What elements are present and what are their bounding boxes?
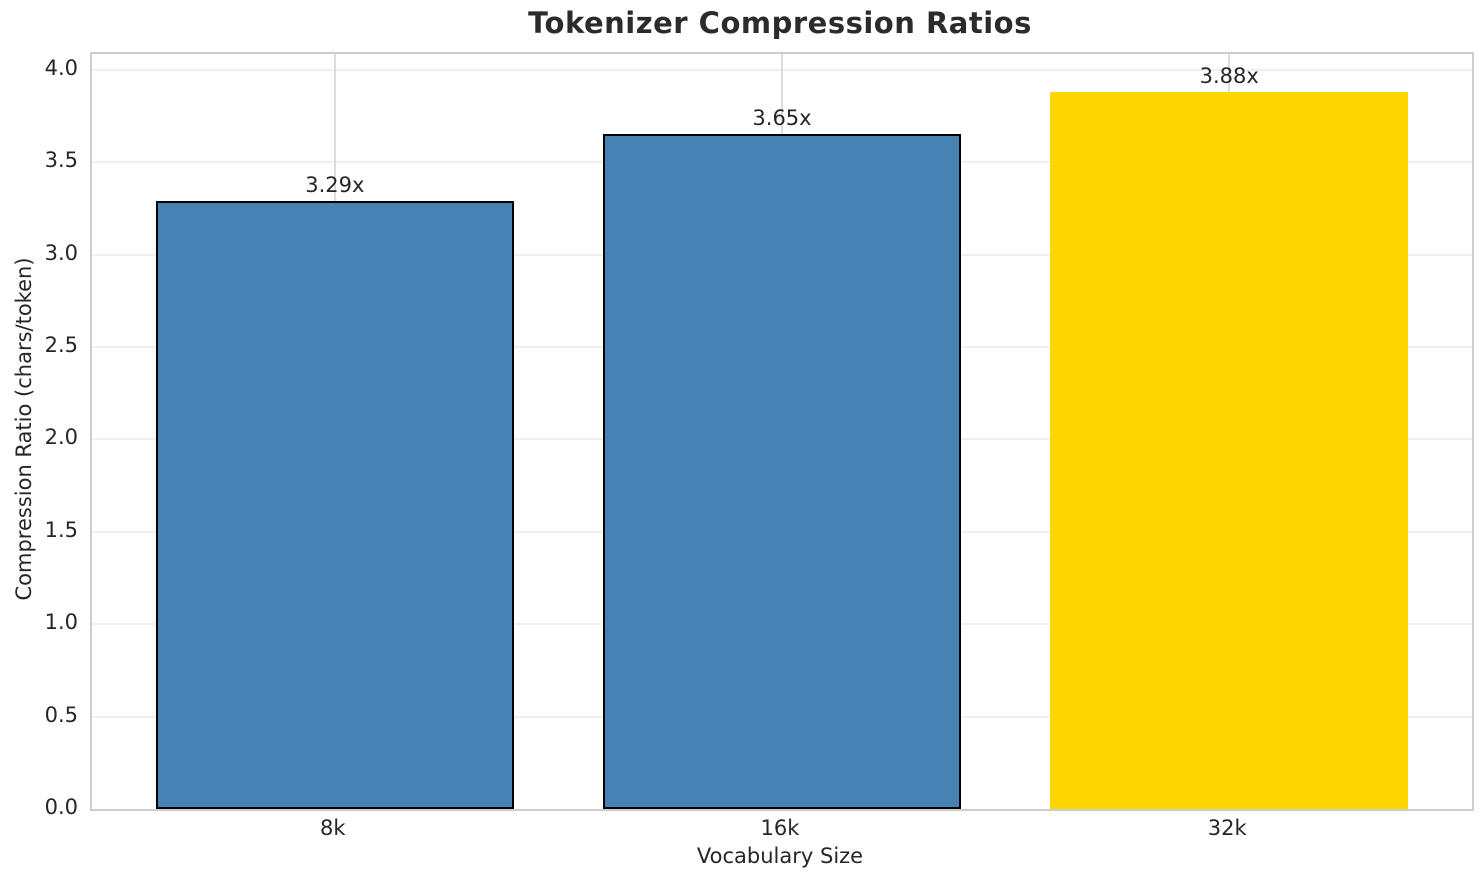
chart-title: Tokenizer Compression Ratios [528, 6, 1032, 40]
y-tick-label: 0.0 [44, 795, 78, 819]
bar-value-label: 3.65x [752, 106, 812, 131]
x-tick-label: 32k [1207, 816, 1247, 840]
x-tick-label: 8k [320, 816, 346, 840]
y-tick-label: 1.5 [44, 517, 78, 542]
x-axis-label: Vocabulary Size [696, 844, 864, 868]
y-tick-label: 4.0 [44, 55, 78, 80]
y-tick-label: 3.0 [44, 240, 78, 265]
bar-32k [1050, 91, 1409, 809]
y-tick-label: 3.5 [44, 148, 78, 173]
bar-16k [603, 134, 961, 809]
y-tick-label: 1.0 [44, 610, 78, 635]
x-tick-label: 16k [760, 816, 800, 840]
plot-area: 3.29x 3.65x 3.88x [90, 52, 1474, 811]
y-tick-label: 2.0 [44, 425, 78, 450]
bar-value-label: 3.88x [1199, 63, 1259, 88]
bar-value-label: 3.29x [305, 172, 365, 197]
y-tick-label: 0.5 [44, 702, 78, 727]
y-tick-label: 2.5 [44, 332, 78, 357]
bar-8k [155, 200, 514, 809]
